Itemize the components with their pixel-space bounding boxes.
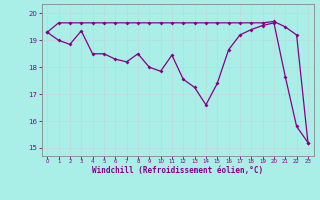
X-axis label: Windchill (Refroidissement éolien,°C): Windchill (Refroidissement éolien,°C) [92, 166, 263, 175]
